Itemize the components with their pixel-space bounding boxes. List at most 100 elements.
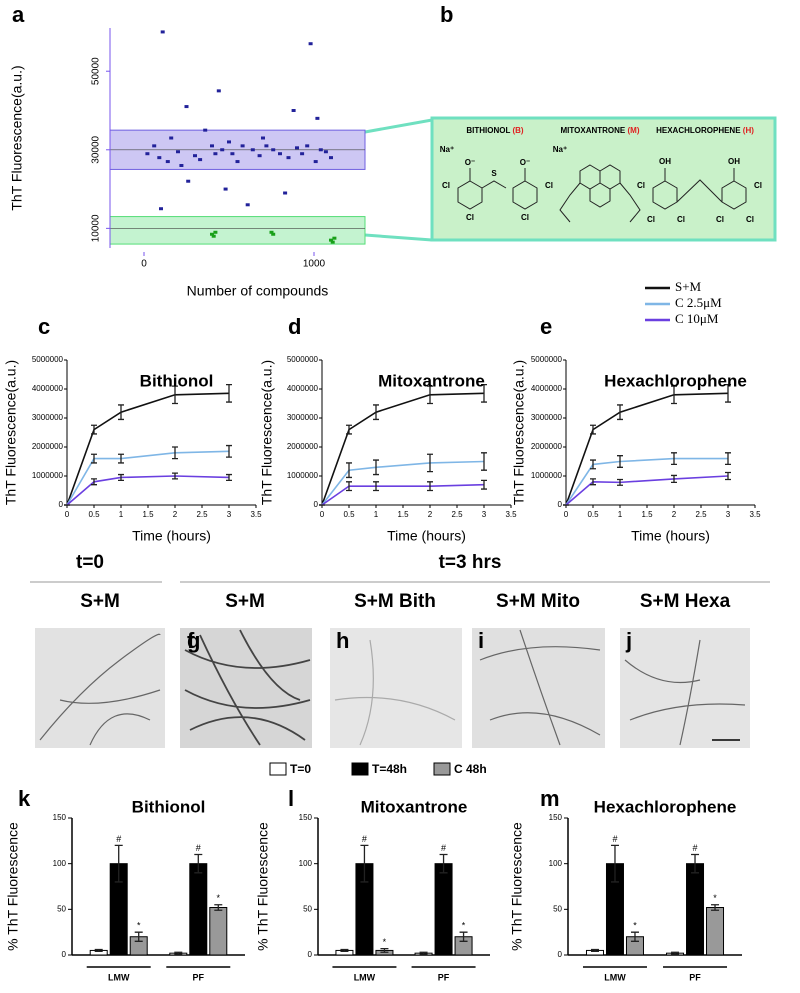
error-bar bbox=[617, 478, 623, 486]
error-bar bbox=[134, 931, 143, 942]
x-tick-label: 1.5 bbox=[142, 510, 154, 519]
panel-letter: h bbox=[336, 628, 349, 653]
y-tick-label: 3000000 bbox=[531, 413, 563, 422]
point bbox=[250, 148, 255, 152]
atom-label: O⁻ bbox=[465, 158, 475, 167]
atom-label: Cl bbox=[746, 215, 754, 224]
line bbox=[565, 475, 729, 506]
legend-swatch bbox=[433, 762, 451, 776]
y-tick-label: 2000000 bbox=[531, 442, 563, 451]
significance-mark: # bbox=[196, 843, 201, 853]
point bbox=[179, 164, 184, 167]
atom-label: Cl bbox=[637, 181, 645, 190]
legend-label: C 48h bbox=[454, 762, 487, 776]
bar bbox=[706, 907, 725, 956]
line bbox=[321, 483, 485, 506]
line bbox=[565, 457, 728, 506]
line bbox=[321, 460, 485, 506]
error-bar bbox=[340, 948, 349, 952]
time-label: t=3 hrs bbox=[439, 552, 502, 573]
significance-mark: # bbox=[362, 834, 367, 844]
atom-label: Cl bbox=[442, 181, 450, 190]
point bbox=[198, 158, 203, 162]
error-bar bbox=[91, 478, 97, 486]
atom-label: Cl bbox=[677, 215, 685, 224]
y-tick-label: 4000000 bbox=[287, 384, 319, 393]
atom-label: O⁻ bbox=[520, 158, 530, 167]
legend-label: T=48h bbox=[372, 762, 407, 776]
point bbox=[193, 154, 197, 158]
error-bar bbox=[427, 385, 433, 405]
point bbox=[315, 116, 320, 120]
error-bar bbox=[360, 844, 369, 883]
y-axis-label: % ThT Fluorescence bbox=[255, 822, 271, 951]
x-tick-label: 0 bbox=[320, 510, 325, 519]
x-tick-label: 1.5 bbox=[641, 510, 653, 519]
legend-swatch bbox=[269, 762, 287, 776]
significance-mark: * bbox=[383, 937, 387, 947]
fibril bbox=[624, 639, 746, 746]
fibrils bbox=[39, 629, 746, 746]
y-axis-label: % ThT Fluorescence bbox=[5, 822, 21, 951]
significance-mark: * bbox=[633, 921, 637, 931]
x-tick-label: 2 bbox=[428, 510, 433, 519]
legend-swatch bbox=[351, 762, 369, 776]
x-tick-label: PF bbox=[689, 972, 701, 982]
error-bar bbox=[481, 384, 487, 403]
chart-title: Mitoxantrone bbox=[361, 797, 468, 816]
atom-label: Na⁺ bbox=[440, 145, 454, 154]
x-tick-label: 2 bbox=[173, 510, 178, 519]
point bbox=[160, 30, 165, 34]
code: (H) bbox=[743, 126, 754, 135]
point bbox=[176, 150, 180, 154]
x-tick-label: 1 bbox=[119, 510, 124, 519]
panel-letter: c bbox=[38, 314, 50, 339]
y-tick-label: 5000000 bbox=[32, 355, 64, 364]
significance-mark: * bbox=[217, 893, 221, 903]
code: (B) bbox=[512, 126, 523, 135]
error-bar bbox=[617, 404, 623, 421]
bar bbox=[434, 863, 453, 956]
error-bar bbox=[427, 453, 433, 473]
error-bar bbox=[427, 481, 433, 492]
error-bar bbox=[711, 904, 720, 911]
error-bar bbox=[590, 478, 596, 486]
point bbox=[245, 203, 250, 207]
name: HEXACHLOROPHENE bbox=[656, 126, 741, 135]
x-axis-label: Number of compounds bbox=[187, 283, 329, 299]
error-bar bbox=[118, 453, 124, 464]
y-tick-label: 0 bbox=[59, 500, 64, 509]
error-bar bbox=[226, 384, 232, 403]
y-tick-label: 4000000 bbox=[531, 384, 563, 393]
y-axis-label: % ThT Fluorescence bbox=[509, 822, 525, 951]
connector bbox=[364, 233, 433, 242]
bar bbox=[189, 863, 208, 956]
chart-title: Bithionol bbox=[132, 797, 206, 816]
y-tick-label: 50 bbox=[553, 904, 562, 913]
chart-title: Hexachlorophene bbox=[604, 371, 747, 390]
y-tick-label: 2000000 bbox=[287, 442, 319, 451]
x-tick-label: LMW bbox=[354, 972, 376, 982]
point bbox=[257, 154, 262, 158]
point bbox=[329, 238, 333, 242]
point bbox=[210, 144, 214, 148]
x-tick-label: LMW bbox=[108, 972, 130, 982]
compound-name: HEXACHLOROPHENE (H) bbox=[656, 126, 754, 135]
x-axis-label: Time (hours) bbox=[631, 528, 710, 544]
point bbox=[210, 232, 214, 236]
compound-name: BITHIONOL (B) bbox=[466, 126, 524, 135]
line bbox=[66, 475, 230, 506]
fibril bbox=[479, 629, 601, 746]
line bbox=[66, 450, 230, 506]
point bbox=[165, 160, 170, 164]
point bbox=[332, 236, 337, 240]
error-bar bbox=[346, 481, 352, 492]
point bbox=[271, 232, 276, 236]
x-tick-label: 1.5 bbox=[397, 510, 409, 519]
x-tick-label: 1 bbox=[374, 510, 379, 519]
significance-mark: # bbox=[612, 834, 617, 844]
band bbox=[109, 216, 366, 245]
x-tick-label: 3 bbox=[482, 510, 487, 519]
y-tick-label: 3000000 bbox=[287, 413, 319, 422]
